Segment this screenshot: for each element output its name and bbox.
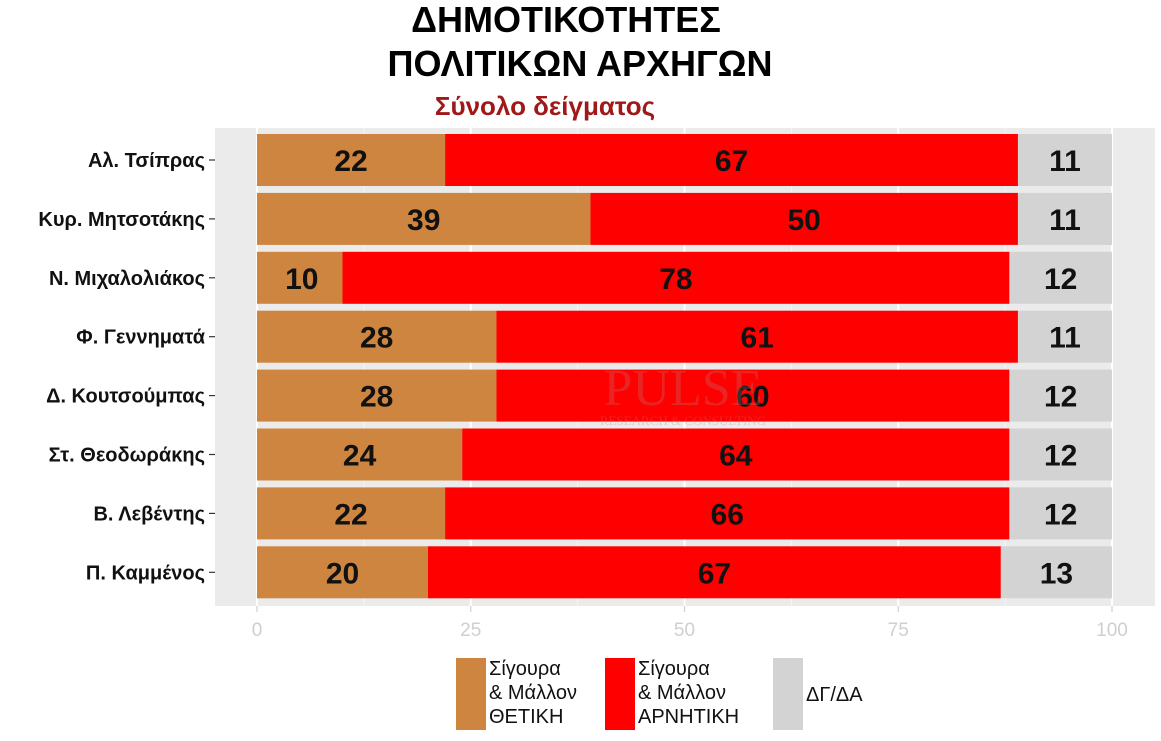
data-label: 28 bbox=[360, 381, 393, 414]
bar-segment bbox=[257, 369, 497, 422]
category-label: Στ. Θεοδωράκης bbox=[49, 445, 205, 467]
data-label: 61 bbox=[740, 322, 773, 355]
bar-segment bbox=[445, 134, 1018, 186]
data-label: 11 bbox=[1049, 322, 1081, 355]
bar-segment bbox=[1009, 251, 1112, 304]
legend-swatch bbox=[773, 658, 803, 730]
bar-segment bbox=[257, 428, 463, 481]
category-label: Δ. Κουτσούμπας bbox=[46, 386, 205, 408]
data-label: 67 bbox=[715, 145, 748, 178]
data-label: 67 bbox=[698, 557, 731, 590]
bar-segment bbox=[428, 546, 1001, 599]
bar-segment bbox=[257, 310, 497, 363]
watermark-subtext: RESEARCH & CONSULTING bbox=[600, 413, 766, 428]
bar-segment bbox=[342, 251, 1010, 304]
data-label: 24 bbox=[343, 440, 377, 473]
data-label: 64 bbox=[719, 440, 753, 473]
bar-segment bbox=[1017, 134, 1112, 186]
data-label: 60 bbox=[736, 381, 769, 414]
bar-segment bbox=[590, 192, 1018, 245]
bar-segment bbox=[496, 369, 1010, 422]
chart-subtitle: Σύνολο δείγματος bbox=[435, 91, 655, 121]
data-label: 20 bbox=[326, 557, 359, 590]
value-tick-label: 75 bbox=[888, 620, 909, 641]
bar-segment bbox=[1009, 369, 1112, 422]
bar-segment bbox=[1009, 428, 1112, 481]
legend-label: & Μάλλον bbox=[489, 682, 577, 704]
bar-segment bbox=[257, 487, 446, 540]
chart-title-line-1: ΔΗΜΟΤΙΚΟΤΗΤΕΣ bbox=[411, 0, 721, 40]
data-label: 78 bbox=[659, 263, 692, 296]
value-tick-label: 50 bbox=[674, 620, 695, 641]
bar-segment bbox=[257, 546, 428, 599]
bar-segment bbox=[257, 134, 446, 186]
category-label: Π. Καμμένος bbox=[86, 562, 205, 584]
data-label: 22 bbox=[334, 145, 367, 178]
category-label: Αλ. Τσίπρας bbox=[88, 150, 205, 172]
data-label: 13 bbox=[1040, 557, 1073, 590]
data-label: 22 bbox=[334, 498, 367, 531]
value-axis: 0 25 50 75 100 bbox=[252, 606, 1128, 641]
bar-segment bbox=[1017, 192, 1112, 245]
data-label: 11 bbox=[1049, 145, 1081, 178]
legend-label: ΘΕΤΙΚΗ bbox=[489, 706, 563, 728]
category-label: Φ. Γεννηματά bbox=[76, 327, 205, 349]
legend-label: ΔΓ/ΔΑ bbox=[806, 684, 863, 706]
data-label: 50 bbox=[788, 204, 821, 237]
bar-segment bbox=[257, 192, 591, 245]
chart-title-line-2: ΠΟΛΙΤΙΚΩΝ ΑΡΧΗΓΩΝ bbox=[387, 43, 772, 84]
value-tick-label: 100 bbox=[1096, 620, 1128, 641]
data-label: 12 bbox=[1044, 263, 1077, 296]
bar-segment bbox=[1009, 487, 1112, 540]
bar-segment bbox=[257, 251, 343, 304]
bar-segment bbox=[462, 428, 1010, 481]
bars bbox=[257, 134, 1112, 599]
data-label: 28 bbox=[360, 322, 393, 355]
watermark-text: PULSE bbox=[604, 360, 763, 417]
category-label: Κυρ. Μητσοτάκης bbox=[38, 209, 205, 231]
legend-label: Σίγουρα bbox=[638, 658, 710, 680]
data-label: 12 bbox=[1044, 381, 1077, 414]
watermark: PULSE RESEARCH & CONSULTING bbox=[600, 360, 766, 428]
bar-segment bbox=[496, 310, 1018, 363]
legend-label: Σίγουρα bbox=[489, 658, 561, 680]
data-label: 12 bbox=[1044, 498, 1077, 531]
bar-segment bbox=[1000, 546, 1112, 599]
data-label: 10 bbox=[285, 263, 318, 296]
value-tick-label: 25 bbox=[460, 620, 481, 641]
legend-swatch bbox=[605, 658, 635, 730]
legend-label: & Μάλλον bbox=[638, 682, 726, 704]
data-label: 12 bbox=[1044, 440, 1077, 473]
data-label: 39 bbox=[407, 204, 440, 237]
data-labels: 22 67 11 39 50 11 10 78 12 28 61 11 28 60 12 24 64 12 22 66… bbox=[285, 145, 1081, 590]
legend-swatch bbox=[456, 658, 486, 730]
value-tick-label: 0 bbox=[252, 620, 263, 641]
data-label: 66 bbox=[711, 498, 744, 531]
category-label: Β. Λεβέντης bbox=[93, 503, 205, 525]
category-axis: Αλ. Τσίπρας Κυρ. Μητσοτάκης Ν. Μιχαλολιάκο… bbox=[38, 150, 215, 584]
bar-segment bbox=[445, 487, 1010, 540]
legend-label: ΑΡΝΗΤΙΚΗ bbox=[638, 706, 739, 728]
bar-segment bbox=[1017, 310, 1112, 363]
plot-area: 22 67 11 39 50 11 10 78 12 28 61 11 28 60 12 24 64 12 22 66… bbox=[215, 128, 1155, 606]
data-label: 11 bbox=[1049, 204, 1081, 237]
category-label: Ν. Μιχαλολιάκος bbox=[49, 268, 205, 290]
